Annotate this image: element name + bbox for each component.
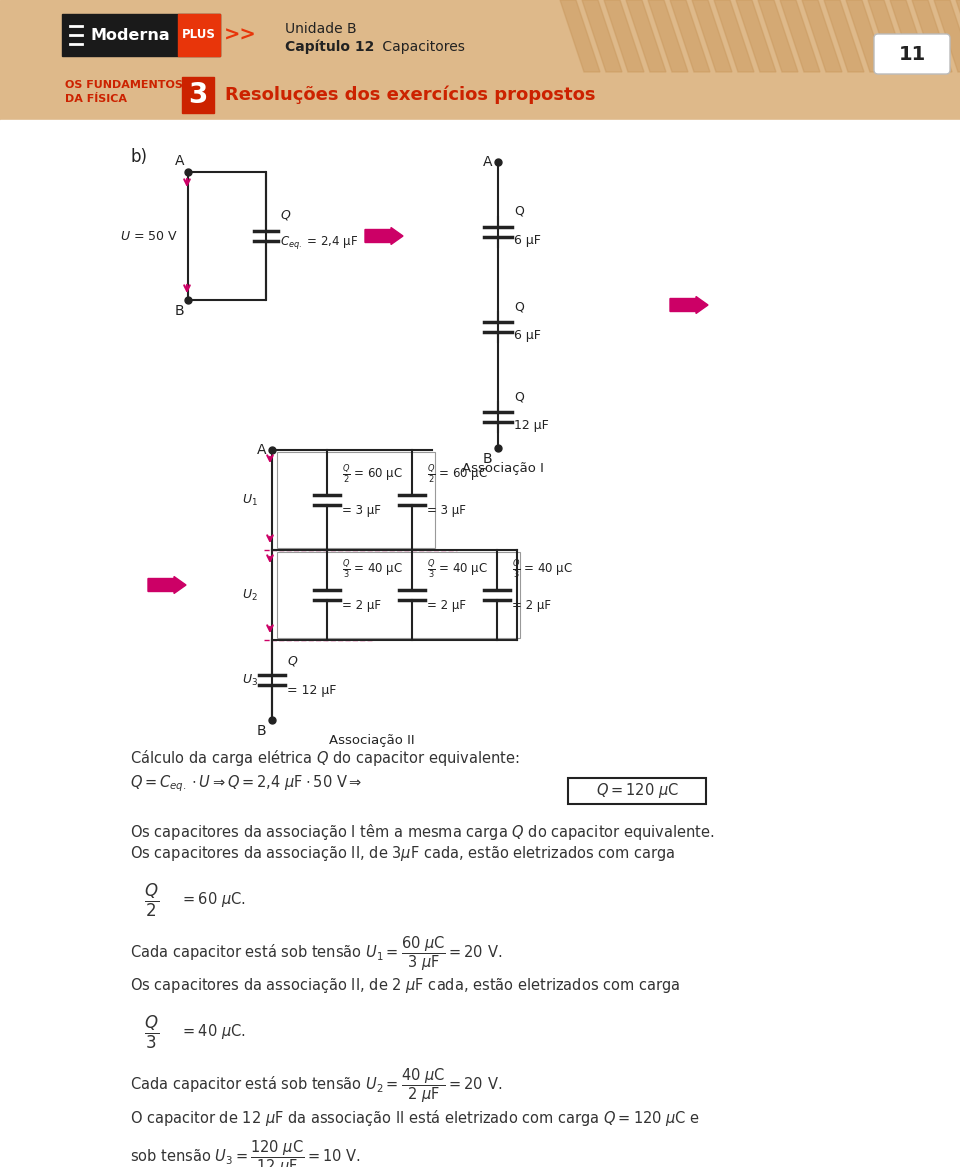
Text: Os capacitores da associação II, de 3$\mu$F cada, estão eletrizados com carga: Os capacitores da associação II, de 3$\m… xyxy=(130,844,676,864)
Polygon shape xyxy=(582,0,622,72)
Polygon shape xyxy=(604,0,644,72)
Polygon shape xyxy=(560,0,600,72)
Text: 6 µF: 6 µF xyxy=(514,235,540,247)
Text: Cada capacitor está sob tensão $U_1 = \dfrac{60\ \mu\mathrm{C}}{3\ \mu\mathrm{F}: Cada capacitor está sob tensão $U_1 = \d… xyxy=(130,934,502,972)
Bar xyxy=(0,72,960,120)
Polygon shape xyxy=(868,0,908,72)
Text: $C_{eq.}$ = 2,4 µF: $C_{eq.}$ = 2,4 µF xyxy=(280,235,358,251)
Bar xyxy=(0,0,960,72)
Polygon shape xyxy=(956,0,960,72)
Polygon shape xyxy=(692,0,732,72)
Text: Associação I: Associação I xyxy=(462,462,544,475)
Text: O capacitor de 12 $\mu$F da associação II está eletrizado com carga $Q = 120\ \m: O capacitor de 12 $\mu$F da associação I… xyxy=(130,1107,700,1128)
Text: = 3 µF: = 3 µF xyxy=(342,504,381,517)
FancyBboxPatch shape xyxy=(874,34,950,74)
Bar xyxy=(178,14,220,56)
Text: Capacitores: Capacitores xyxy=(378,40,465,54)
Text: B: B xyxy=(482,452,492,466)
Text: $= 60\ \mu\mathrm{C}.$: $= 60\ \mu\mathrm{C}.$ xyxy=(180,890,246,909)
Polygon shape xyxy=(626,0,666,72)
Text: Cálculo da carga elétrica $Q$ do capacitor equivalente:: Cálculo da carga elétrica $Q$ do capacit… xyxy=(130,748,519,768)
Text: $U$ = 50 V: $U$ = 50 V xyxy=(120,230,178,243)
Text: Resoluções dos exercícios propostos: Resoluções dos exercícios propostos xyxy=(225,85,595,104)
Polygon shape xyxy=(736,0,776,72)
Polygon shape xyxy=(714,0,754,72)
Text: $\frac{Q}{2}$ = 60 µC: $\frac{Q}{2}$ = 60 µC xyxy=(342,463,403,485)
FancyArrow shape xyxy=(148,576,186,594)
Text: = 2 µF: = 2 µF xyxy=(512,599,551,612)
Polygon shape xyxy=(846,0,886,72)
Text: Unidade B: Unidade B xyxy=(285,22,356,36)
Polygon shape xyxy=(824,0,864,72)
Text: $\frac{Q}{3}$ = 40 µC: $\frac{Q}{3}$ = 40 µC xyxy=(342,558,403,581)
Text: A: A xyxy=(175,154,184,168)
Polygon shape xyxy=(758,0,798,72)
Text: $U_1$: $U_1$ xyxy=(242,492,258,508)
Text: OS FUNDAMENTOS: OS FUNDAMENTOS xyxy=(65,81,182,90)
Text: = 3 µF: = 3 µF xyxy=(427,504,466,517)
Polygon shape xyxy=(780,0,820,72)
Text: $\dfrac{Q}{2}$: $\dfrac{Q}{2}$ xyxy=(144,882,159,920)
Text: $\frac{Q}{3}$ = 40 µC: $\frac{Q}{3}$ = 40 µC xyxy=(427,558,488,581)
Text: $U_3$: $U_3$ xyxy=(242,672,258,687)
Text: A: A xyxy=(256,443,266,457)
Bar xyxy=(277,452,435,548)
Text: $Q$: $Q$ xyxy=(287,654,299,668)
Polygon shape xyxy=(912,0,952,72)
Polygon shape xyxy=(648,0,688,72)
Text: 3: 3 xyxy=(188,81,207,109)
Polygon shape xyxy=(802,0,842,72)
Text: Q: Q xyxy=(514,390,524,403)
FancyArrow shape xyxy=(670,296,708,314)
Text: 11: 11 xyxy=(899,44,925,63)
Text: $Q$: $Q$ xyxy=(280,208,291,222)
Text: 12 µF: 12 µF xyxy=(514,419,549,432)
Text: $U_2$: $U_2$ xyxy=(242,587,258,602)
Text: = 2 µF: = 2 µF xyxy=(427,599,466,612)
Text: DA FÍSICA: DA FÍSICA xyxy=(65,95,127,104)
Text: sob tensão $U_3 = \dfrac{120\ \mu\mathrm{C}}{12\ \mu\mathrm{F}} = 10\ \mathrm{V}: sob tensão $U_3 = \dfrac{120\ \mu\mathrm… xyxy=(130,1138,361,1167)
Text: Q: Q xyxy=(514,205,524,218)
Text: >>: >> xyxy=(224,26,256,44)
Bar xyxy=(568,778,706,804)
Text: b): b) xyxy=(130,148,147,166)
Text: PLUS: PLUS xyxy=(182,28,216,42)
Text: = 12 µF: = 12 µF xyxy=(287,684,336,697)
Text: 6 µF: 6 µF xyxy=(514,329,540,342)
Text: Moderna: Moderna xyxy=(90,28,170,42)
Bar xyxy=(0,120,960,123)
Text: $Q = C_{eq.} \cdot U \Rightarrow Q = 2{,}4\ \mu\mathrm{F} \cdot 50\ \mathrm{V} \: $Q = C_{eq.} \cdot U \Rightarrow Q = 2{,… xyxy=(130,774,363,795)
Bar xyxy=(182,77,214,113)
FancyArrow shape xyxy=(365,228,403,245)
Text: $= 40\ \mu\mathrm{C}.$: $= 40\ \mu\mathrm{C}.$ xyxy=(180,1022,246,1041)
Text: B: B xyxy=(175,303,184,317)
Text: Os capacitores da associação I têm a mesma carga $Q$ do capacitor equivalente.: Os capacitores da associação I têm a mes… xyxy=(130,822,715,843)
Text: = 2 µF: = 2 µF xyxy=(342,599,381,612)
Text: Associação II: Associação II xyxy=(329,734,415,747)
Text: $\frac{Q}{2}$ = 60 µC: $\frac{Q}{2}$ = 60 µC xyxy=(427,463,488,485)
Text: A: A xyxy=(483,155,492,169)
Bar xyxy=(277,552,520,638)
Text: $\frac{Q}{3}$ = 40 µC: $\frac{Q}{3}$ = 40 µC xyxy=(512,558,573,581)
Text: $Q = 120\ \mu\mathrm{C}$: $Q = 120\ \mu\mathrm{C}$ xyxy=(595,782,679,801)
Polygon shape xyxy=(934,0,960,72)
Text: Q: Q xyxy=(514,300,524,313)
Text: B: B xyxy=(256,724,266,738)
Bar xyxy=(62,14,220,56)
Text: Cada capacitor está sob tensão $U_2 = \dfrac{40\ \mu\mathrm{C}}{2\ \mu\mathrm{F}: Cada capacitor está sob tensão $U_2 = \d… xyxy=(130,1065,502,1104)
Text: $\dfrac{Q}{3}$: $\dfrac{Q}{3}$ xyxy=(144,1014,159,1051)
Polygon shape xyxy=(670,0,710,72)
Text: Os capacitores da associação II, de 2 $\mu$F cada, estão eletrizados com carga: Os capacitores da associação II, de 2 $\… xyxy=(130,976,681,995)
Polygon shape xyxy=(890,0,930,72)
Text: Capítulo 12: Capítulo 12 xyxy=(285,40,374,55)
